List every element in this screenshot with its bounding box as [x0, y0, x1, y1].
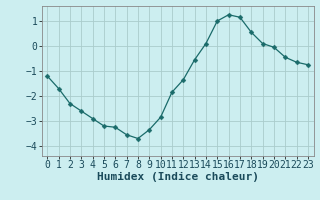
X-axis label: Humidex (Indice chaleur): Humidex (Indice chaleur): [97, 172, 259, 182]
